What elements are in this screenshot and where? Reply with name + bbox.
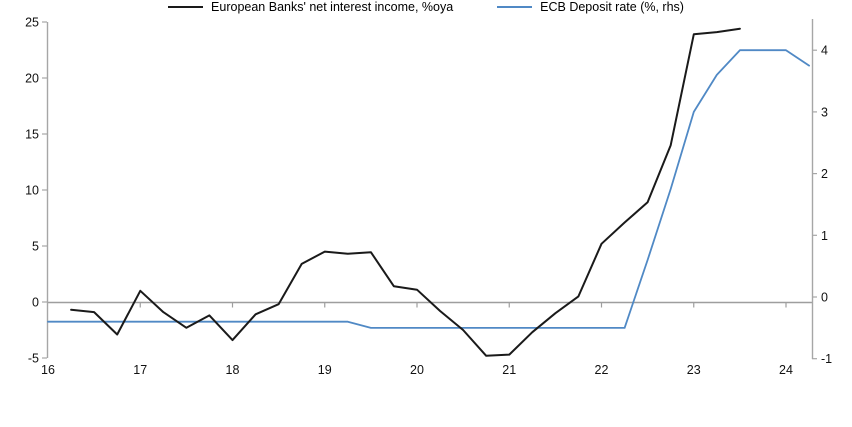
black-line-swatch-icon: [168, 6, 204, 8]
right-axis-tick-label: 0: [821, 291, 828, 305]
left-axis-tick-label: 15: [25, 128, 39, 142]
x-axis-tick-label: 24: [779, 363, 793, 377]
blue-line-swatch-icon: [497, 6, 533, 8]
left-axis-tick-label: -5: [28, 352, 39, 366]
x-axis-tick-label: 22: [595, 363, 609, 377]
right-axis-tick-label: -1: [821, 352, 832, 366]
series-line-net-interest-income: [70, 27, 741, 357]
series-line-ecb-deposit-rate: [47, 49, 810, 329]
right-axis-tick-label: 2: [821, 167, 828, 181]
left-axis-tick-label: 5: [32, 240, 39, 254]
left-axis-tick-label: 25: [25, 16, 39, 30]
right-axis-tick-label: 1: [821, 229, 828, 243]
x-axis-tick-label: 18: [226, 363, 240, 377]
x-axis-tick-label: 19: [318, 363, 332, 377]
left-axis-tick-label: 20: [25, 72, 39, 86]
x-axis-tick-label: 20: [410, 363, 424, 377]
x-axis-tick-label: 16: [41, 363, 55, 377]
left-axis-tick-label: 10: [25, 184, 39, 198]
legend-label-net-interest-income: European Banks' net interest income, %oy…: [211, 0, 454, 14]
right-axis-tick-label: 3: [821, 105, 828, 119]
x-axis-tick-label: 17: [133, 363, 147, 377]
left-axis-tick-label: 0: [32, 296, 39, 310]
x-axis-tick-label: 21: [502, 363, 516, 377]
right-axis-tick-label: 4: [821, 44, 828, 58]
legend-label-ecb-deposit-rate: ECB Deposit rate (%, rhs): [540, 0, 684, 14]
chart-legend: European Banks' net interest income, %oy…: [0, 0, 852, 14]
legend-item-net-interest-income: European Banks' net interest income, %oy…: [168, 0, 453, 14]
x-axis-tick-label: 23: [687, 363, 701, 377]
legend-item-ecb-deposit-rate: ECB Deposit rate (%, rhs): [497, 0, 684, 14]
